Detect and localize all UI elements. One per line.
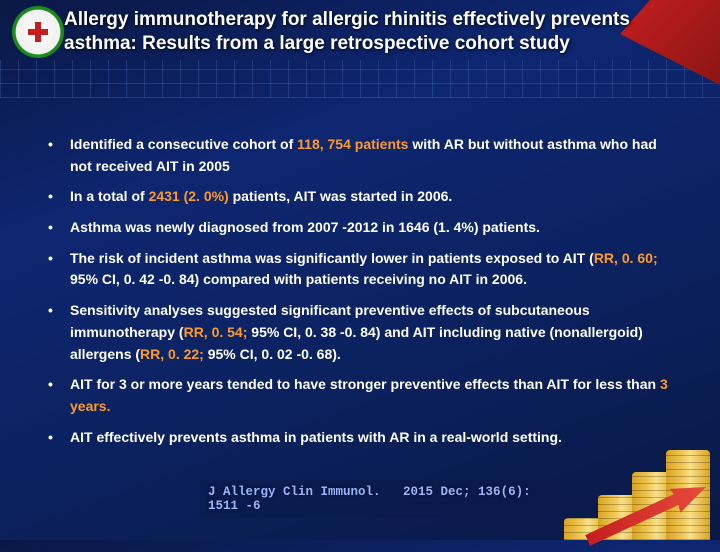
list-item: AIT effectively prevents asthma in patie…: [44, 427, 682, 449]
citation-journal: J Allergy Clin Immunol.: [208, 485, 381, 499]
list-item: Asthma was newly diagnosed from 2007 -20…: [44, 217, 682, 239]
grid-divider: [0, 60, 720, 98]
hospital-logo: [12, 6, 64, 58]
list-item: The risk of incident asthma was signific…: [44, 248, 682, 291]
list-item: In a total of 2431 (2. 0%) patients, AIT…: [44, 186, 682, 208]
cross-icon: [28, 22, 48, 42]
coin-infographic: [560, 450, 720, 540]
list-item: Identified a consecutive cohort of 118, …: [44, 134, 682, 177]
list-item: Sensitivity analyses suggested significa…: [44, 300, 682, 365]
slide-title: Allergy immunotherapy for allergic rhini…: [64, 8, 690, 56]
list-item: AIT for 3 or more years tended to have s…: [44, 374, 682, 417]
bullet-list: Identified a consecutive cohort of 118, …: [44, 134, 682, 457]
citation: J Allergy Clin Immunol. 2015 Dec; 136(6)…: [200, 480, 550, 518]
